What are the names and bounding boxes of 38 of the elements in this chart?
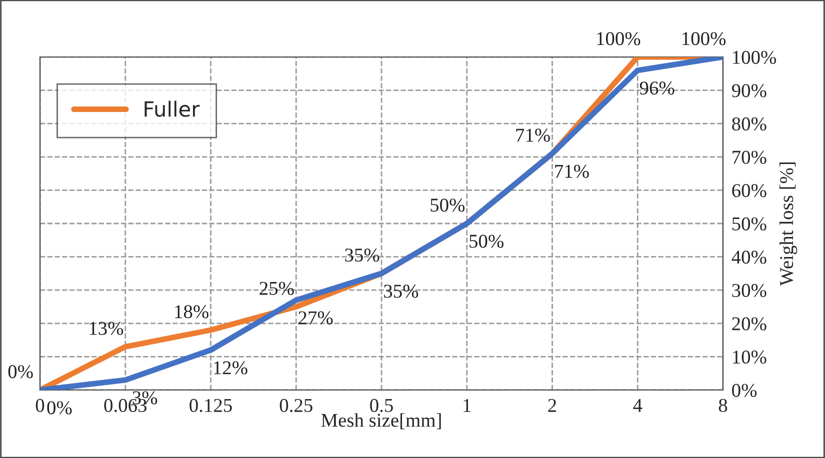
x-tick-label: 8 [718, 398, 728, 412]
data-label: 35% [384, 284, 418, 298]
legend-label: Fuller [144, 100, 200, 117]
y-tick-label: 50% [732, 217, 766, 230]
y-tick-label: 40% [732, 250, 766, 264]
x-tick-label: 0.25 [280, 398, 312, 412]
x-tick-label: 0.125 [190, 398, 232, 412]
data-label: 96% [640, 82, 674, 95]
data-label: 27% [298, 311, 333, 324]
y-tick-label: 60% [732, 184, 766, 198]
data-label: 71% [555, 164, 589, 178]
data-label: 100% [597, 32, 640, 46]
y-tick-label: 20% [732, 317, 766, 330]
y-tick-label: 100% [733, 50, 776, 64]
y-tick-label: 80% [732, 117, 766, 131]
y-tick-label: 70% [732, 150, 766, 164]
data-label: 12% [214, 361, 248, 374]
x-axis-title: Mesh size[mm] [321, 413, 441, 430]
data-label: 0% [8, 365, 33, 378]
data-label: 13% [90, 322, 124, 335]
x-tick-label: 0.5 [370, 398, 393, 412]
data-label: 100% [682, 32, 726, 46]
data-label: 50% [430, 198, 465, 212]
x-tick-label: 2 [548, 398, 556, 412]
y-tick-label: 0% [732, 384, 757, 397]
x-tick-label: 0 [36, 398, 44, 412]
data-label: 18% [175, 305, 208, 318]
x-tick-label: 4 [633, 399, 642, 412]
y-tick-label: 30% [732, 284, 766, 298]
data-label: 50% [470, 234, 504, 248]
x-tick-label: 1 [464, 398, 471, 412]
data-label: 25% [260, 282, 294, 296]
data-label: 0% [47, 401, 72, 414]
y-axis-title: Weight loss [%] [779, 162, 798, 286]
data-label: 71% [516, 128, 550, 142]
y-tick-label: 10% [733, 350, 766, 364]
data-label: 35% [345, 248, 380, 262]
y-tick-label: 90% [732, 84, 766, 98]
